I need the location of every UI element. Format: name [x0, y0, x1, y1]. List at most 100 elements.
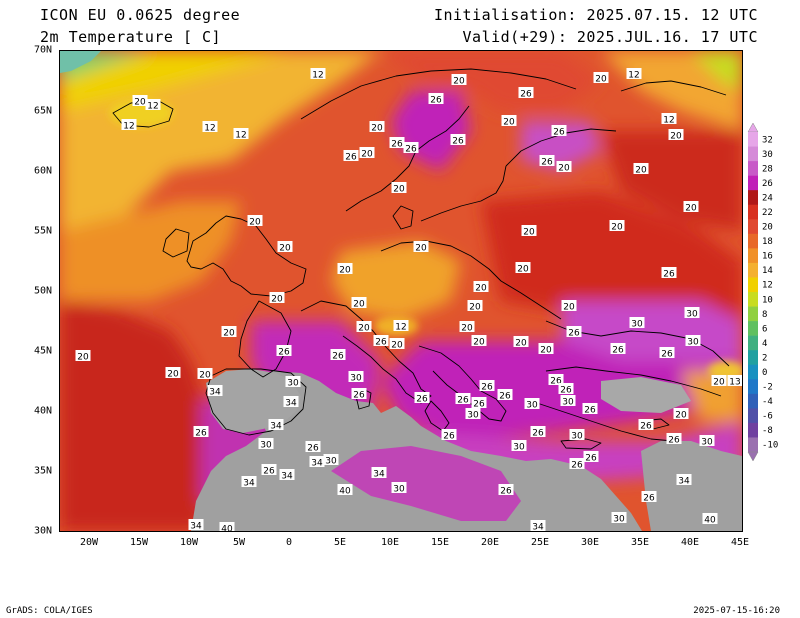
contour-label: 30 [684, 307, 700, 320]
colorbar-tick-label: -2 [762, 383, 773, 393]
colorbar-swatch [748, 379, 758, 395]
contour-label: 26 [389, 137, 405, 150]
colorbar-tick-label: 32 [762, 135, 773, 145]
svg-text:26: 26 [550, 377, 562, 387]
colorbar-tick-label: 22 [762, 208, 773, 218]
contour-label: 20 [561, 300, 577, 313]
svg-text:20: 20 [415, 244, 427, 254]
colorbar-swatch [748, 161, 758, 176]
contour-label: 20 [467, 300, 483, 313]
svg-text:20: 20 [134, 98, 146, 108]
svg-text:20: 20 [358, 324, 370, 334]
svg-text:12: 12 [235, 131, 246, 141]
svg-text:12: 12 [204, 124, 215, 134]
colorbar-swatch [748, 364, 758, 380]
svg-text:20: 20 [635, 166, 647, 176]
svg-text:20: 20 [249, 218, 261, 228]
svg-text:30: 30 [631, 320, 643, 330]
contour-label: 26 [530, 426, 546, 439]
svg-text:26: 26 [520, 90, 532, 100]
contour-label: 30 [465, 408, 481, 421]
contour-label: 26 [610, 343, 626, 356]
svg-text:20: 20 [595, 75, 607, 85]
colorbar-swatch [748, 146, 758, 162]
contour-label: 26 [661, 267, 677, 280]
svg-text:26: 26 [375, 338, 387, 348]
contour-label: 30 [524, 398, 540, 411]
svg-text:26: 26 [307, 444, 319, 454]
contour-label: 26 [638, 419, 654, 432]
svg-text:26: 26 [553, 128, 565, 138]
svg-text:30: 30 [687, 338, 699, 348]
contour-label: 20 [473, 281, 489, 294]
colorbar-swatch [748, 132, 758, 147]
grads-credit: GrADS: COLA/IGES [6, 606, 93, 616]
contour-label: 12 [121, 119, 137, 132]
colorbar-tick-label: 18 [762, 237, 773, 247]
contour-label: 26 [471, 397, 487, 410]
svg-text:26: 26 [416, 395, 428, 405]
colorbar-swatch [748, 350, 758, 366]
contour-label: 20 [711, 375, 727, 388]
render-timestamp: 2025-07-15-16:20 [693, 606, 780, 616]
contour-label: 20 [673, 408, 689, 421]
contour-label: 26 [551, 125, 567, 138]
svg-text:26: 26 [452, 137, 464, 147]
svg-text:26: 26 [263, 467, 275, 477]
colorbar-swatch [748, 422, 758, 438]
svg-text:30: 30 [393, 485, 405, 495]
svg-text:40: 40 [221, 525, 233, 532]
svg-text:26: 26 [499, 392, 511, 402]
colorbar-tick-label: 0 [762, 368, 767, 378]
lon-label-25e: 25E [530, 537, 550, 548]
svg-text:20: 20 [223, 329, 235, 339]
svg-text:26: 26 [661, 350, 673, 360]
contour-label: 20 [521, 225, 537, 238]
colorbar-swatch [748, 292, 758, 307]
contour-label: 26 [428, 93, 444, 106]
svg-text:20: 20 [475, 284, 487, 294]
contour-label: 20 [269, 292, 285, 305]
colorbar-swatch [748, 204, 758, 220]
svg-text:20: 20 [523, 228, 535, 238]
svg-text:26: 26 [332, 352, 344, 362]
contour-label: 34 [207, 385, 223, 398]
contour-label: 34 [283, 396, 299, 409]
contour-label: 30 [699, 435, 715, 448]
svg-text:26: 26 [560, 386, 572, 396]
contour-label: 26 [641, 491, 657, 504]
lon-label-30e: 30E [580, 537, 600, 548]
contour-label: 20 [247, 215, 263, 228]
svg-text:20: 20 [453, 77, 465, 87]
contour-label: 30 [560, 395, 576, 408]
svg-text:30: 30 [526, 401, 538, 411]
contour-label: 20 [538, 343, 554, 356]
colorbar-swatch [748, 393, 758, 409]
svg-text:26: 26 [430, 96, 442, 106]
svg-text:34: 34 [281, 472, 293, 482]
contour-label: 30 [511, 440, 527, 453]
contour-label: 20 [413, 241, 429, 254]
svg-text:20: 20 [517, 265, 529, 275]
svg-text:20: 20 [391, 341, 403, 351]
colorbar-swatch [748, 248, 758, 264]
svg-text:30: 30 [287, 379, 299, 389]
lat-label-40n: 40N [33, 405, 52, 417]
contour-label: 20 [389, 338, 405, 351]
svg-text:26: 26 [345, 153, 357, 163]
contour-label: 26 [558, 383, 574, 396]
svg-text:26: 26 [457, 396, 469, 406]
contour-label: 26 [548, 374, 564, 387]
svg-text:12: 12 [123, 122, 134, 132]
svg-text:26: 26 [500, 487, 512, 497]
svg-text:40: 40 [339, 487, 351, 497]
svg-text:12: 12 [312, 71, 323, 81]
svg-text:20: 20 [563, 303, 575, 313]
colorbar-tick-label: -4 [762, 397, 773, 407]
contour-label: 20 [351, 297, 367, 310]
svg-text:20: 20 [611, 223, 623, 233]
contour-label: 26 [518, 87, 534, 100]
contour-label: 20 [165, 367, 181, 380]
contour-label: 26 [441, 429, 457, 442]
contour-label: 26 [569, 458, 585, 471]
